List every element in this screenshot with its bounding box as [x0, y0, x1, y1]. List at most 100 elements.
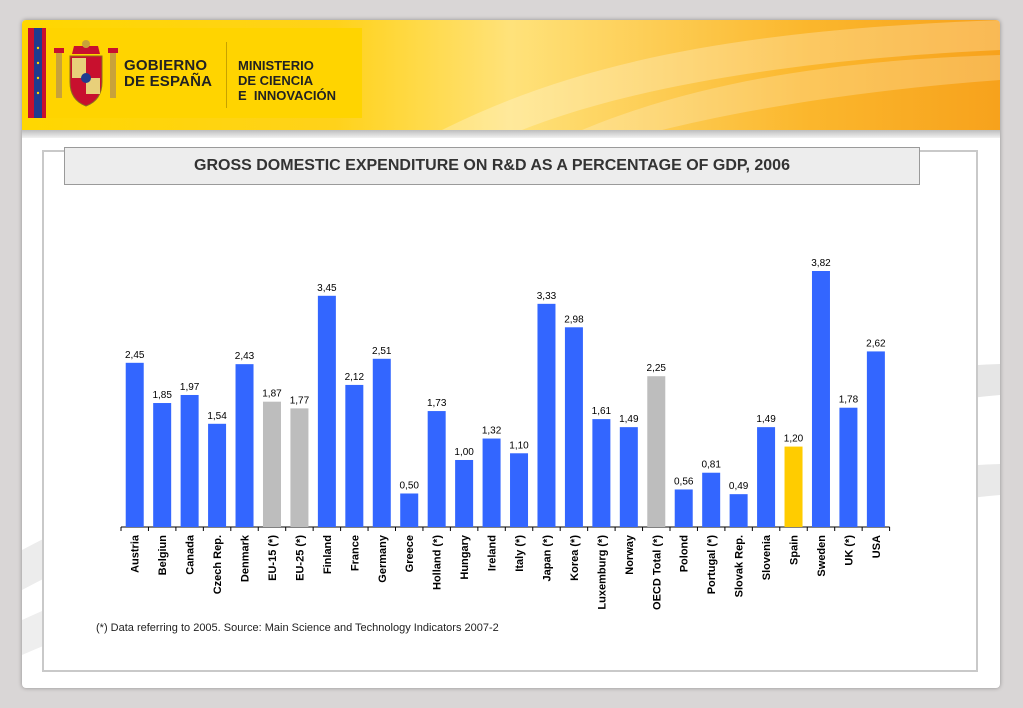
- x-tick-label: Germany: [377, 534, 389, 583]
- x-tick-label: Sweden: [816, 535, 828, 577]
- bar-2: [180, 394, 199, 527]
- eu-flag-stripe: [34, 28, 42, 118]
- bar-5: [262, 401, 281, 527]
- ministry-line-3: E INNOVACIÓN: [238, 88, 336, 103]
- data-label: 2,98: [564, 314, 584, 325]
- data-label: 1,32: [482, 426, 502, 437]
- footnote: (*) Data referring to 2005. Source: Main…: [96, 622, 499, 634]
- x-tick-label: Czech Rep.: [212, 535, 224, 594]
- data-label: 0,50: [399, 480, 419, 491]
- data-label: 1,54: [207, 411, 227, 422]
- ministry-name: MINISTERIO DE CIENCIA E INNOVACIÓN: [238, 58, 368, 103]
- bar-24: [784, 446, 803, 527]
- chart-title: GROSS DOMESTIC EXPENDITURE ON R&D AS A P…: [64, 147, 920, 185]
- bar-22: [729, 494, 748, 527]
- gov-line-2: DE ESPAÑA: [124, 73, 213, 90]
- bar-0: [125, 362, 144, 527]
- bar-7: [317, 295, 336, 527]
- x-tick-label: Holland (*): [432, 535, 444, 590]
- x-tick-label: Korea (*): [569, 535, 581, 581]
- bar-14: [510, 453, 529, 527]
- bar-4: [235, 364, 254, 527]
- data-label: 1,73: [427, 398, 447, 409]
- data-label: 1,77: [290, 395, 310, 406]
- x-tick-label: France: [349, 535, 361, 571]
- data-label: 2,12: [345, 372, 365, 383]
- data-label: 1,85: [152, 390, 172, 401]
- x-tick-label: OECD Total (*): [651, 535, 663, 610]
- data-label: 3,82: [811, 258, 831, 269]
- x-tick-label: Austria: [130, 534, 142, 573]
- slide: GOBIERNO DE ESPAÑA MINISTERIO DE CIENCIA…: [22, 20, 1000, 688]
- ministry-line-2: DE CIENCIA: [238, 73, 314, 88]
- data-label: 1,97: [180, 382, 200, 393]
- data-label: 2,43: [235, 351, 255, 362]
- x-tick-label: Slovenia: [761, 534, 773, 580]
- bar-23: [757, 427, 776, 527]
- government-logo: GOBIERNO DE ESPAÑA MINISTERIO DE CIENCIA…: [28, 28, 362, 118]
- data-label: 1,49: [619, 414, 639, 425]
- ministry-line-1: MINISTERIO: [238, 58, 314, 73]
- data-label: 1,00: [454, 447, 474, 458]
- bar-11: [427, 411, 446, 527]
- x-tick-label: Greece: [404, 535, 416, 572]
- x-tick-label: Finland: [322, 535, 334, 574]
- x-tick-label: Denmark: [240, 534, 252, 582]
- bar-8: [345, 384, 364, 527]
- flag-stripe-red-2: [42, 28, 46, 118]
- logo-divider: [226, 42, 227, 108]
- bar-3: [208, 423, 227, 527]
- x-tick-label: UK (*): [843, 535, 855, 566]
- bar-15: [537, 303, 556, 527]
- bar-10: [400, 493, 419, 527]
- data-label: 0,49: [729, 481, 749, 492]
- x-tick-label: Luxemburg (*): [596, 535, 608, 610]
- data-label: 1,78: [839, 395, 859, 406]
- x-tick-label: Japan (*): [541, 535, 553, 582]
- bar-16: [564, 327, 583, 527]
- x-tick-label: Slovak Rep.: [734, 535, 746, 597]
- data-label: 0,56: [674, 476, 694, 487]
- x-tick-label: EU-25 (*): [294, 535, 306, 581]
- data-label: 1,87: [262, 389, 282, 400]
- data-label: 2,51: [372, 346, 392, 357]
- data-label: 2,45: [125, 350, 145, 361]
- x-tick-label: USA: [871, 535, 883, 558]
- x-tick-label: Canada: [185, 534, 197, 575]
- bar-20: [674, 489, 693, 527]
- gov-line-1: GOBIERNO: [124, 57, 208, 74]
- bar-13: [482, 438, 501, 527]
- bar-21: [702, 472, 721, 527]
- x-tick-label: Polond: [679, 535, 691, 572]
- bar-6: [290, 408, 309, 527]
- bar-1: [153, 403, 172, 527]
- data-label: 0,81: [701, 460, 721, 471]
- x-tick-label: Portugal (*): [706, 535, 718, 595]
- data-label: 1,49: [756, 414, 776, 425]
- header-swoosh-decoration: [442, 20, 1000, 130]
- data-label: 1,61: [592, 406, 612, 417]
- bar-17: [592, 419, 611, 527]
- x-tick-label: Hungary: [459, 534, 471, 580]
- header-shadow: [22, 130, 1000, 138]
- x-tick-label: Norway: [624, 534, 636, 575]
- bar-27: [866, 351, 885, 527]
- data-label: 2,62: [866, 338, 886, 349]
- coat-of-arms-icon: [54, 40, 118, 107]
- data-label: 1,10: [509, 440, 529, 451]
- bar-12: [455, 459, 474, 527]
- data-label: 2,25: [647, 363, 667, 374]
- x-tick-label: Spain: [789, 535, 801, 565]
- government-name: GOBIERNO DE ESPAÑA: [124, 58, 234, 90]
- data-label: 3,45: [317, 283, 337, 294]
- bar-25: [811, 271, 830, 527]
- bar-9: [372, 358, 391, 527]
- data-label: 3,33: [537, 291, 557, 302]
- bar-18: [619, 427, 638, 527]
- x-tick-label: Belgiun: [157, 535, 169, 576]
- x-tick-label: Ireland: [487, 535, 499, 571]
- x-tick-label: Italy (*): [514, 535, 526, 572]
- x-tick-label: EU-15 (*): [267, 535, 279, 581]
- bar-26: [839, 407, 858, 527]
